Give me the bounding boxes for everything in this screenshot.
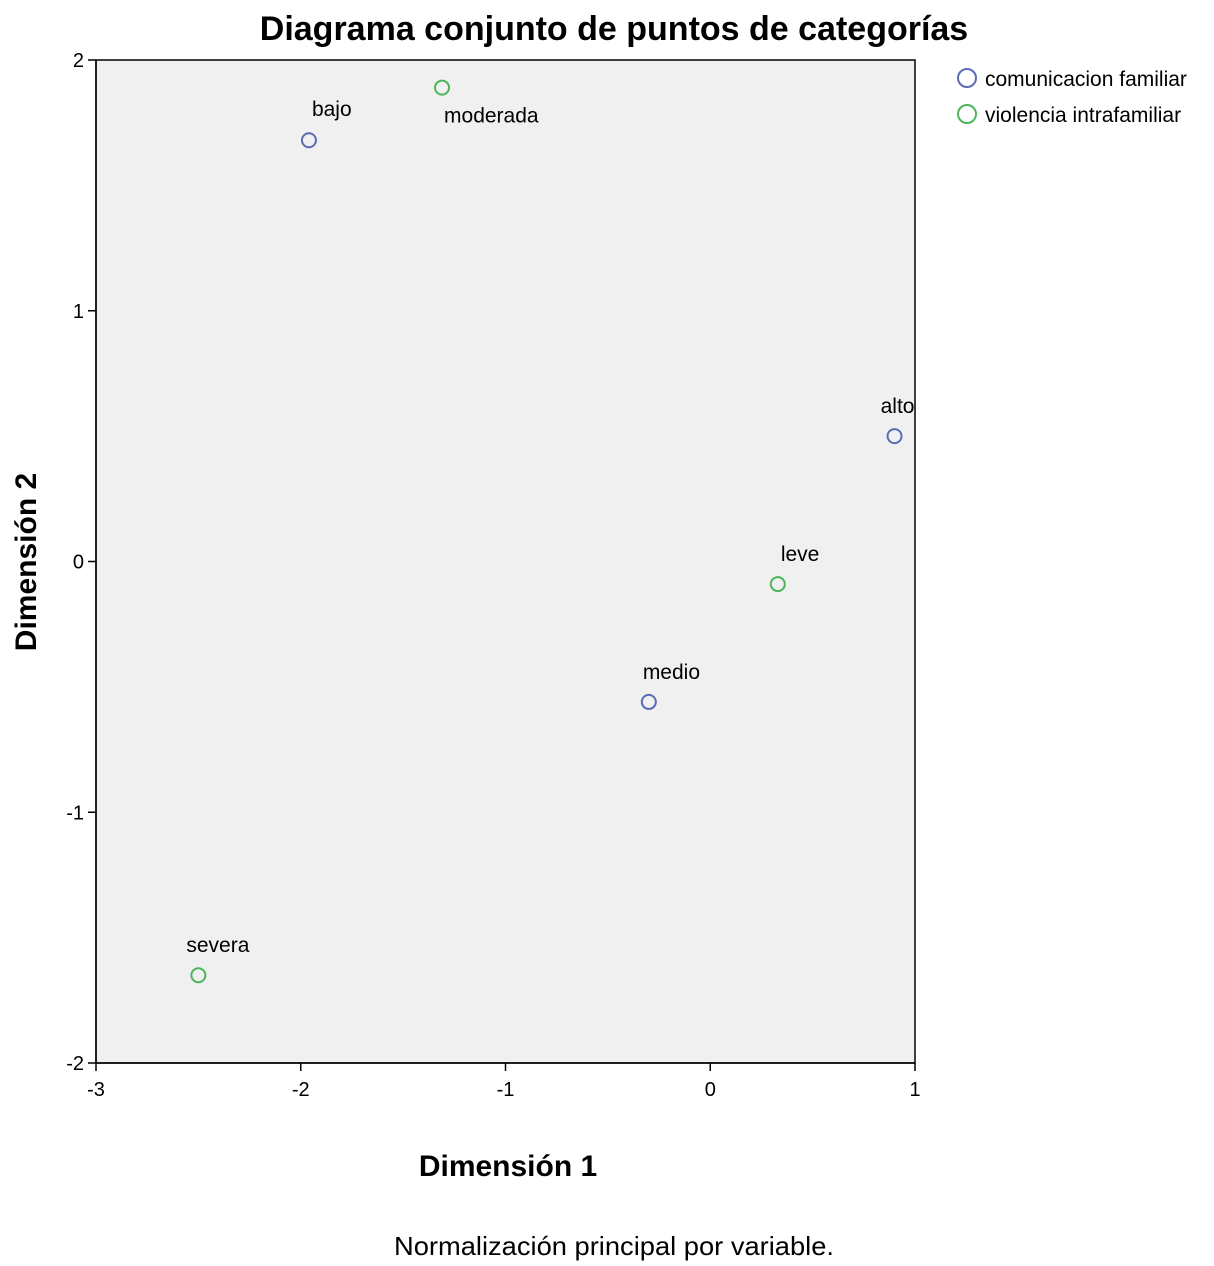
point-label-leve: leve — [781, 543, 820, 566]
legend-label: comunicacion familiar — [985, 68, 1187, 91]
plot-area — [95, 59, 916, 1064]
point-label-moderada: moderada — [444, 105, 539, 128]
x-tick-label: 0 — [705, 1079, 716, 1101]
footnote: Normalización principal por variable. — [394, 1231, 834, 1261]
x-tick-label: -3 — [87, 1079, 105, 1101]
data-point-medio — [640, 693, 657, 710]
chart-title: Diagrama conjunto de puntos de categoría… — [260, 10, 968, 48]
data-point-severa — [190, 967, 207, 984]
y-tick-label: 2 — [73, 50, 84, 72]
x-axis-label: Dimensión 1 — [419, 1150, 597, 1183]
data-points: bajo alto medio moderada leve severa — [186, 79, 915, 984]
x-tick-label: -1 — [497, 1079, 515, 1101]
y-tick-label: -2 — [66, 1053, 84, 1075]
data-point-leve — [769, 576, 786, 593]
y-tick-label: 0 — [73, 552, 84, 574]
point-label-medio: medio — [643, 661, 700, 684]
x-tick-label: 1 — [909, 1079, 920, 1101]
point-label-severa: severa — [186, 934, 249, 957]
data-point-moderada — [434, 79, 451, 96]
data-point-bajo — [300, 132, 317, 149]
x-tick-label: -2 — [292, 1079, 310, 1101]
legend-label: violencia intrafamiliar — [985, 104, 1181, 127]
legend: comunicacion familiar violencia intrafami… — [957, 68, 1187, 127]
legend-marker — [957, 104, 977, 124]
data-point-alto — [886, 428, 903, 445]
point-label-bajo: bajo — [312, 98, 352, 121]
y-axis-label: Dimensión 2 — [10, 473, 43, 651]
y-tick-label: 1 — [73, 301, 84, 323]
y-tick-label: -1 — [66, 802, 84, 824]
legend-marker — [957, 68, 977, 88]
point-label-alto: alto — [881, 395, 915, 418]
